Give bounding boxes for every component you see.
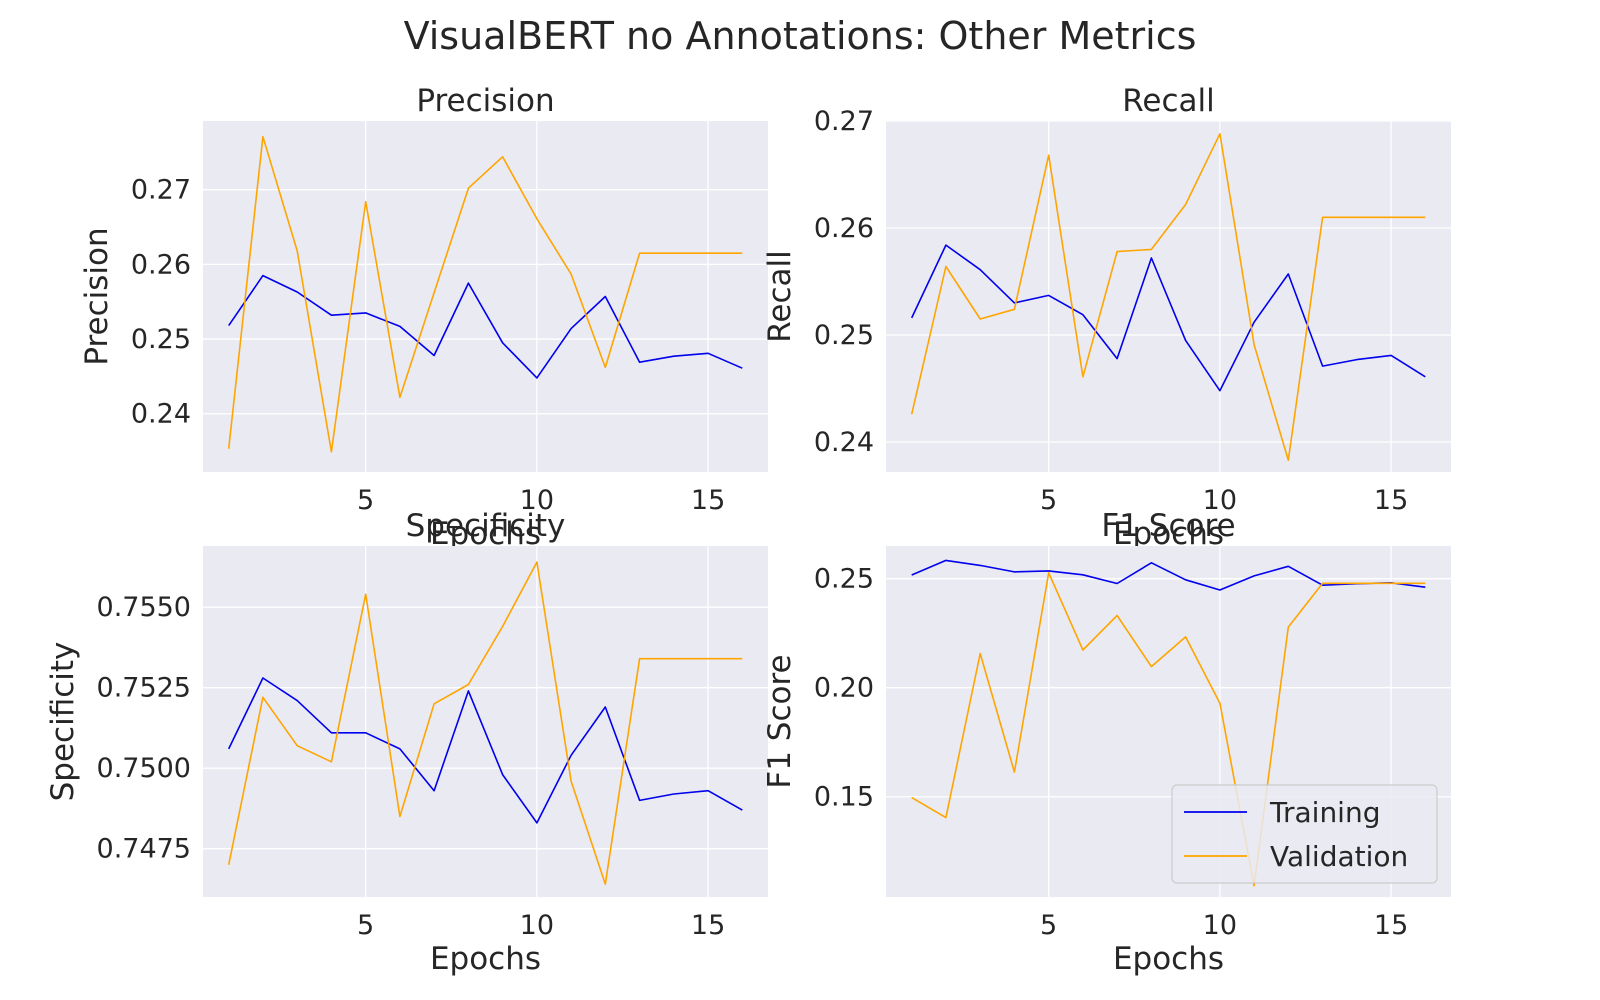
y-axis-label: Specificity [45, 642, 81, 802]
y-tick-label: 0.7500 [97, 753, 191, 784]
legend-box [1171, 784, 1438, 884]
x-tick-label: 5 [357, 485, 374, 516]
y-tick-label: 0.20 [814, 673, 874, 704]
y-tick-label: 0.25 [814, 320, 874, 351]
y-tick-label: 0.7475 [97, 834, 191, 865]
x-tick-label: 15 [691, 910, 725, 941]
subplot-3: 5 10 15 0.15 0.20 0.25 F1 Score Epochs F1 Score T… [762, 508, 1451, 977]
series-line-validation [227, 135, 743, 453]
subplot-title: F1 Score [1101, 508, 1235, 544]
x-axis-label: Epochs [430, 941, 541, 977]
y-tick-label: 0.24 [814, 427, 874, 458]
x-tick-label: 10 [520, 910, 554, 941]
y-tick-label: 0.25 [814, 564, 874, 595]
subplot-title: Recall [1122, 83, 1215, 119]
x-tick-label: 15 [1374, 910, 1408, 941]
x-tick-label: 5 [1040, 485, 1057, 516]
series-line-validation [911, 571, 1426, 887]
subplot-2: 5 10 15 0.7475 0.7500 0.7525 0.7550 Specificity… [45, 508, 768, 977]
legend: Training Validation [1171, 784, 1438, 884]
y-tick-label: 0.27 [814, 106, 874, 137]
y-axis-label: Precision [79, 227, 115, 365]
subplot-0: 5 10 150.240.250.260.27PrecisionEpochsPrec… [79, 83, 768, 552]
x-axis-label: Epochs [1113, 941, 1224, 977]
series-line-training [911, 559, 1426, 591]
subplot-title: Specificity [406, 508, 566, 544]
figure-title: VisualBERT no Annotations: Other Metrics [403, 14, 1197, 58]
y-tick-label: 0.7525 [97, 673, 191, 704]
plot-area [203, 121, 768, 472]
plot-area [203, 546, 768, 897]
series-line-validation [910, 133, 1426, 462]
series-line-training [227, 677, 743, 824]
y-axis-label: Recall [762, 250, 798, 343]
x-tick-label: 15 [691, 485, 725, 516]
series-line-validation [227, 561, 743, 885]
y-tick-label: 0.26 [814, 213, 874, 244]
y-tick-label: 0.24 [131, 399, 191, 430]
x-tick-label: 10 [1203, 910, 1237, 941]
x-tick-label: 5 [357, 910, 374, 941]
y-tick-label: 0.27 [131, 175, 191, 206]
plot-area [886, 121, 1451, 472]
x-tick-label: 10 [520, 485, 554, 516]
subplot-title: Precision [416, 83, 554, 119]
y-tick-label: 0.26 [131, 249, 191, 280]
legend-label: Validation [1270, 840, 1408, 873]
x-tick-label: 5 [1040, 910, 1057, 941]
series-line-training [910, 244, 1426, 392]
y-tick-label: 0.15 [814, 782, 874, 813]
y-axis-label: F1 Score [762, 654, 798, 788]
y-tick-label: 0.25 [131, 324, 191, 355]
series-line-training [228, 274, 743, 379]
y-tick-label: 0.7550 [97, 592, 191, 623]
legend-label: Training [1269, 796, 1380, 829]
x-tick-label: 15 [1374, 485, 1408, 516]
x-tick-label: 10 [1203, 485, 1237, 516]
